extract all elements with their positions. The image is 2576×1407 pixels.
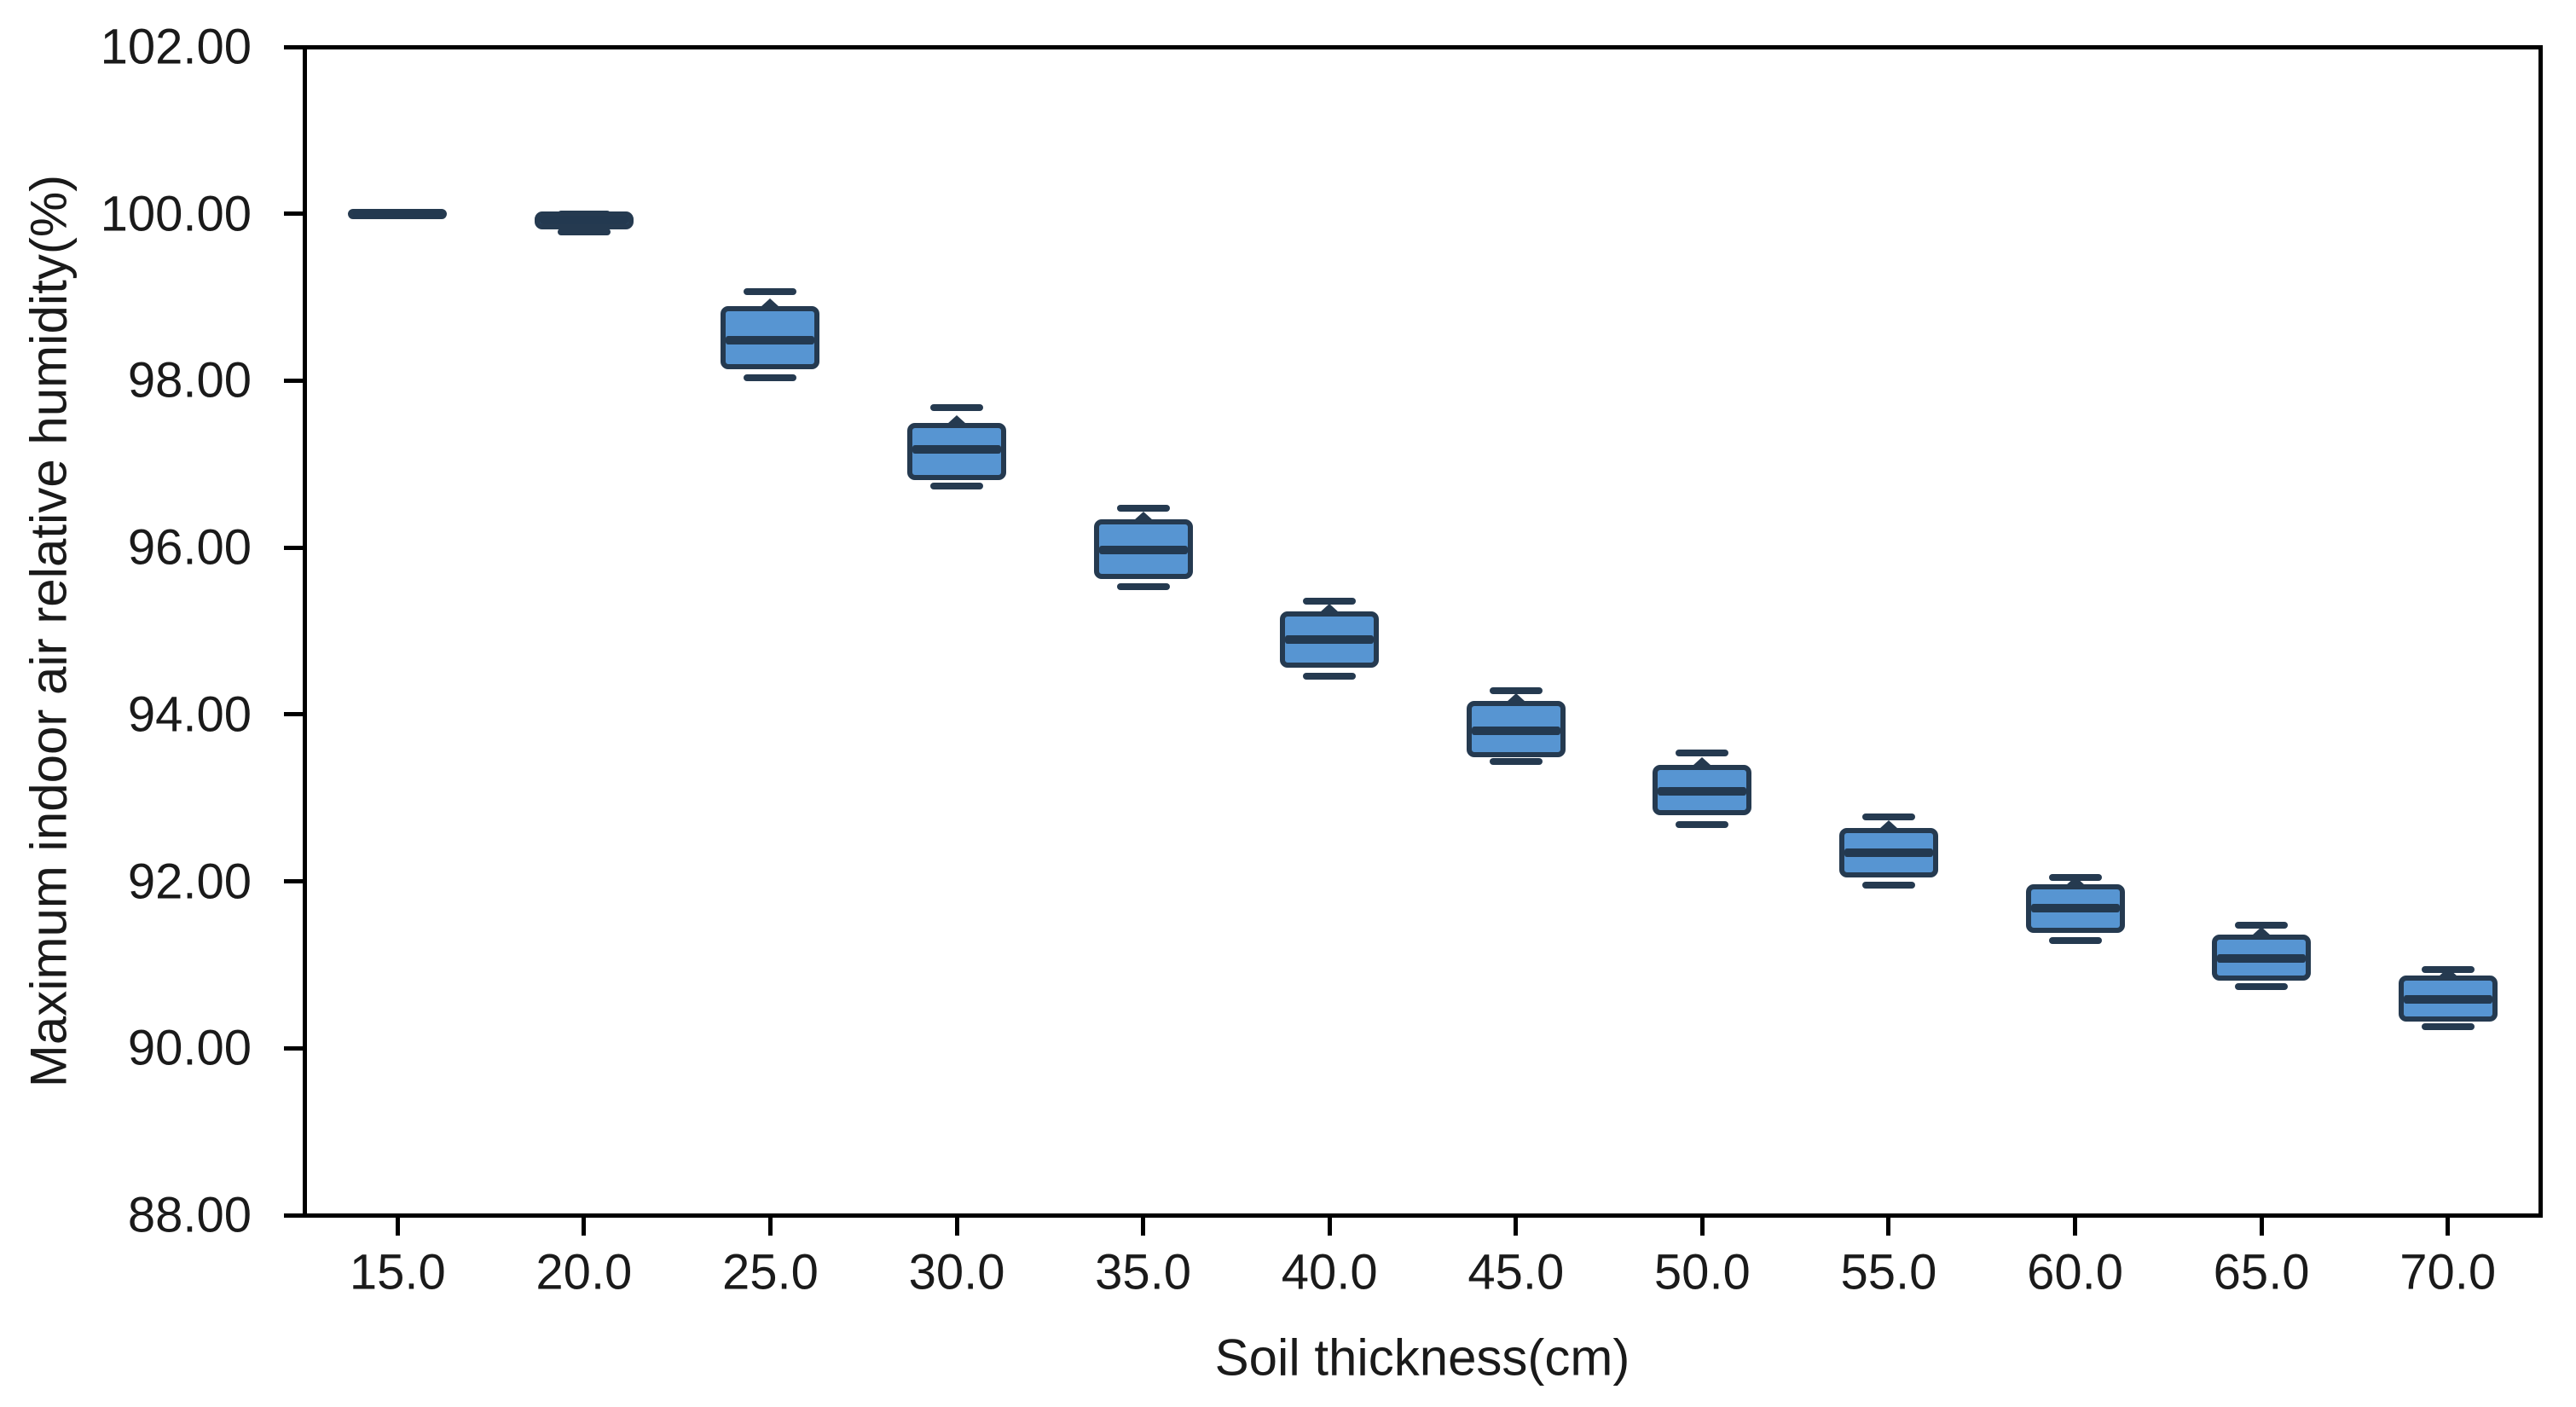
mean-notch-icon [947,415,967,425]
mean-notch-icon [1320,604,1340,613]
lower-whisker-cap [2048,937,2102,945]
upper-whisker-cap [1116,505,1170,512]
upper-whisker-cap [744,287,797,295]
x-tick [767,1215,773,1236]
y-tick-label: 98.00 [127,352,252,408]
lower-whisker-cap [1861,882,1915,889]
y-tick-label: 102.00 [100,19,252,75]
mean-notch-icon [1506,693,1525,703]
lower-whisker-cap [1116,583,1170,591]
y-tick [284,545,304,550]
y-tick-label: 94.00 [127,686,252,743]
y-tick [284,211,304,217]
x-axis-title: Soil thickness(cm) [1214,1329,1630,1387]
mean-notch-icon [1878,819,1898,829]
upper-whisker-cap [1676,749,1729,756]
x-tick-label: 45.0 [1467,1244,1565,1300]
x-tick [395,1215,400,1236]
x-tick [1886,1215,1891,1236]
plot-frame [303,45,2543,1218]
mean-notch-icon [2252,927,2272,936]
y-tick-label: 96.00 [127,519,252,576]
x-tick [582,1215,587,1236]
y-tick [284,378,304,383]
upper-whisker-cap [930,403,984,411]
x-tick [1327,1215,1332,1236]
lower-whisker-cap [557,229,611,236]
x-tick [954,1215,959,1236]
lower-whisker-cap [2421,1022,2475,1030]
x-tick-label: 30.0 [908,1244,1005,1300]
x-tick-label: 50.0 [1653,1244,1751,1300]
box-median-line [2217,953,2307,963]
x-tick-label: 20.0 [535,1244,633,1300]
lower-whisker-cap [2235,982,2289,990]
mean-notch-icon [1693,757,1712,767]
mean-notch-icon [2065,877,2085,886]
y-tick [284,44,304,49]
upper-whisker-cap [1303,597,1357,605]
upper-whisker-cap [1861,814,1915,821]
y-tick-label: 100.00 [100,186,252,242]
box-median-line [539,215,628,224]
y-tick [284,1045,304,1051]
y-tick-label: 90.00 [127,1020,252,1076]
y-tick [284,879,304,884]
y-tick-label: 92.00 [127,854,252,910]
x-tick-label: 40.0 [1281,1244,1378,1300]
mean-notch-icon [1133,511,1153,520]
box-median-line [912,444,1002,454]
x-tick [2259,1215,2264,1236]
lower-whisker-cap [1303,672,1357,680]
y-tick [284,712,304,717]
x-tick-label: 35.0 [1095,1244,1192,1300]
box-median-line [726,336,815,345]
y-tick [284,1213,304,1218]
x-tick-label: 60.0 [2027,1244,2123,1300]
x-tick [1514,1215,1519,1236]
x-tick [2073,1215,2078,1236]
y-tick-label: 88.00 [127,1187,252,1243]
mean-notch-icon [2438,968,2457,977]
box-median-line [1658,786,1747,796]
lower-whisker-cap [744,374,797,382]
lower-whisker-cap [930,482,984,489]
lower-whisker-cap [1489,757,1543,765]
x-tick [1141,1215,1146,1236]
x-tick [2446,1215,2451,1236]
upper-whisker-cap [1489,687,1543,695]
x-tick-label: 25.0 [722,1244,819,1300]
x-tick-label: 70.0 [2399,1244,2497,1300]
box-median-line [1844,848,1933,858]
box-median-line [2030,903,2120,912]
box-median-line [1471,727,1560,736]
box-median-line [1285,634,1375,644]
upper-whisker-cap [2235,922,2289,929]
box-median-line [2403,994,2492,1004]
x-tick-label: 15.0 [349,1244,446,1300]
box-median-line [1098,546,1188,555]
x-tick [1699,1215,1705,1236]
y-axis-title: Maximum indoor air relative humidity(%) [20,174,78,1088]
mean-notch-icon [761,298,780,308]
x-tick-label: 55.0 [1840,1244,1937,1300]
lower-whisker-cap [1676,821,1729,829]
box-median-line [353,209,443,218]
x-tick-label: 65.0 [2213,1244,2310,1300]
